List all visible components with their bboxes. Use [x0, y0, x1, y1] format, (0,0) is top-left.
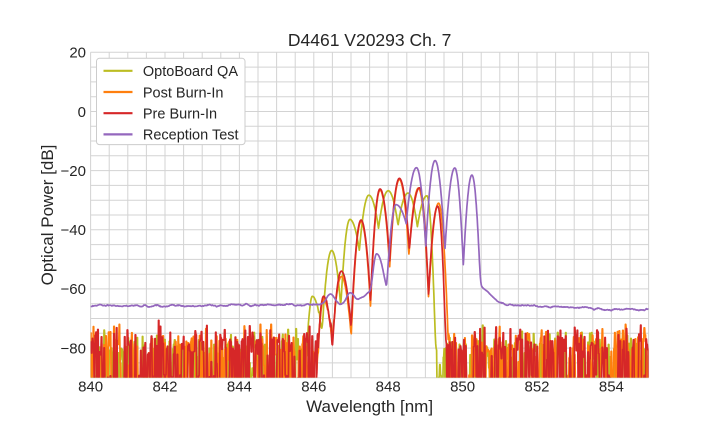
svg-text:Pre Burn-In: Pre Burn-In: [143, 107, 217, 123]
svg-text:Post Burn-In: Post Burn-In: [143, 85, 224, 101]
svg-text:848: 848: [376, 379, 401, 396]
svg-text:Wavelength [nm]: Wavelength [nm]: [306, 397, 433, 416]
svg-text:−20: −20: [61, 163, 86, 180]
svg-text:−60: −60: [61, 281, 86, 298]
svg-text:−80: −80: [61, 340, 86, 357]
svg-text:D4461 V20293 Ch. 7: D4461 V20293 Ch. 7: [288, 30, 451, 50]
svg-text:Optical Power [dB]: Optical Power [dB]: [38, 145, 57, 286]
svg-text:20: 20: [69, 45, 86, 62]
svg-text:842: 842: [152, 379, 177, 396]
svg-text:846: 846: [301, 379, 326, 396]
svg-text:844: 844: [227, 379, 252, 396]
svg-text:840: 840: [78, 379, 103, 396]
svg-text:850: 850: [450, 379, 475, 396]
svg-text:852: 852: [524, 379, 549, 396]
svg-text:Reception Test: Reception Test: [143, 128, 239, 144]
svg-text:OptoBoard QA: OptoBoard QA: [143, 64, 238, 80]
svg-text:854: 854: [599, 379, 624, 396]
svg-text:0: 0: [78, 104, 86, 121]
svg-text:−40: −40: [61, 222, 86, 239]
